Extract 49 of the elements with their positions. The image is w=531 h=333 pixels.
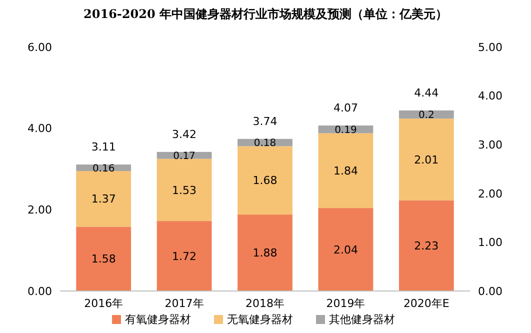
legend-label: 其他健身器材 — [329, 313, 395, 326]
data-label: 2.23 — [414, 240, 439, 253]
y-tick-label: 0.00 — [28, 284, 52, 298]
data-label: 1.37 — [91, 192, 116, 206]
data-label: 1.88 — [252, 246, 278, 260]
total-label: 4.44 — [414, 86, 439, 100]
bar — [398, 200, 454, 291]
chart-title: 2016-2020 年中国健身器材行业市场规模及预测（单位：亿美元） — [84, 7, 448, 21]
y2-tick-label: 1.00 — [478, 236, 502, 250]
data-label: 2.01 — [414, 153, 439, 166]
data-label: 1.68 — [252, 174, 278, 188]
y2-tick-label: 2.00 — [478, 187, 502, 200]
data-label: 1.53 — [172, 184, 197, 197]
data-label: 0.16 — [92, 163, 115, 174]
data-label: 0.18 — [254, 138, 276, 150]
bar — [398, 118, 454, 200]
bar — [156, 221, 212, 291]
bar — [318, 208, 374, 291]
y-tick-label: 6.00 — [28, 40, 52, 54]
y2-tick-label: 4.00 — [478, 90, 502, 103]
total-label: 3.11 — [91, 140, 116, 154]
x-tick-label: 2020年E — [403, 297, 450, 310]
bar — [318, 133, 374, 208]
y-tick-label: 4.00 — [28, 122, 52, 136]
data-label: 2.04 — [333, 243, 358, 256]
x-tick-label: 2017年 — [164, 297, 204, 310]
total-label: 4.07 — [333, 101, 358, 114]
legend-label: 有氧健身器材 — [125, 313, 191, 326]
data-label: 0.2 — [418, 110, 434, 122]
y2-tick-label: 3.00 — [478, 138, 502, 152]
total-label: 3.42 — [172, 128, 197, 141]
x-tick-label: 2016年 — [84, 297, 124, 310]
bar — [76, 171, 132, 227]
y2-tick-label: 0.00 — [478, 284, 502, 298]
data-label: 1.84 — [333, 164, 358, 178]
y2-tick-label: 5.00 — [478, 40, 502, 54]
y-tick-label: 2.00 — [28, 204, 52, 217]
bar — [238, 146, 292, 215]
total-label: 3.74 — [252, 114, 278, 128]
data-label: 0.17 — [173, 150, 196, 162]
x-tick-label: 2018年 — [246, 297, 284, 310]
data-label: 1.58 — [91, 252, 116, 266]
bar — [238, 214, 292, 291]
x-tick-label: 2019年 — [326, 297, 366, 310]
bar — [76, 226, 132, 291]
data-label: 0.19 — [334, 124, 357, 136]
bar — [156, 158, 212, 222]
data-label: 1.72 — [172, 250, 197, 263]
legend-label: 无氧健身器材 — [227, 313, 293, 326]
